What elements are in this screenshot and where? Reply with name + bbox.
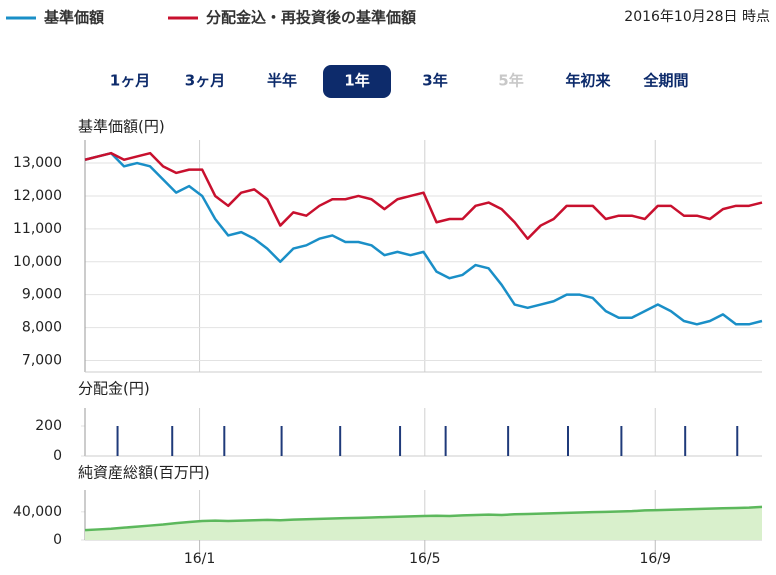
panel-title: 基準価額(円) — [78, 118, 165, 136]
y-tick-label: 11,000 — [13, 221, 62, 237]
panel-title: 純資産総額(百万円) — [78, 464, 210, 482]
x-tick-label: 16/9 — [640, 551, 671, 567]
y-tick-label: 0 — [53, 532, 62, 548]
y-tick-label: 7,000 — [22, 352, 62, 368]
period-tab[interactable]: 年初来 — [565, 72, 611, 90]
legend-label: 分配金込・再投資後の基準価額 — [206, 9, 416, 27]
legend-label: 基準価額 — [43, 9, 104, 27]
y-tick-label: 12,000 — [13, 188, 62, 204]
area-line — [84, 505, 763, 532]
price-line — [84, 151, 763, 326]
panel-title: 分配金(円) — [78, 380, 150, 398]
y-tick-label: 10,000 — [13, 254, 62, 270]
x-tick-label: 16/1 — [184, 551, 215, 567]
y-tick-label: 0 — [53, 448, 62, 464]
price-line — [84, 151, 763, 240]
period-tab[interactable]: 1年 — [344, 72, 369, 90]
period-tab[interactable]: 3ヶ月 — [185, 72, 225, 90]
y-tick-label: 40,000 — [13, 504, 62, 520]
period-tab[interactable]: 3年 — [422, 72, 447, 90]
y-tick-label: 13,000 — [13, 155, 62, 171]
tab-selected-bg — [323, 65, 391, 98]
y-tick-label: 8,000 — [22, 320, 62, 336]
y-tick-label: 9,000 — [22, 287, 62, 303]
y-tick-label: 200 — [35, 418, 62, 434]
period-tab[interactable]: 全期間 — [642, 72, 688, 90]
period-tab[interactable]: 1ヶ月 — [110, 72, 150, 90]
period-tab: 5年 — [498, 72, 523, 90]
period-tab[interactable]: 半年 — [267, 72, 297, 90]
x-tick-label: 16/5 — [409, 551, 440, 567]
area-fill — [85, 506, 762, 540]
as-of-date: 2016年10月28日 時点 — [624, 9, 770, 25]
